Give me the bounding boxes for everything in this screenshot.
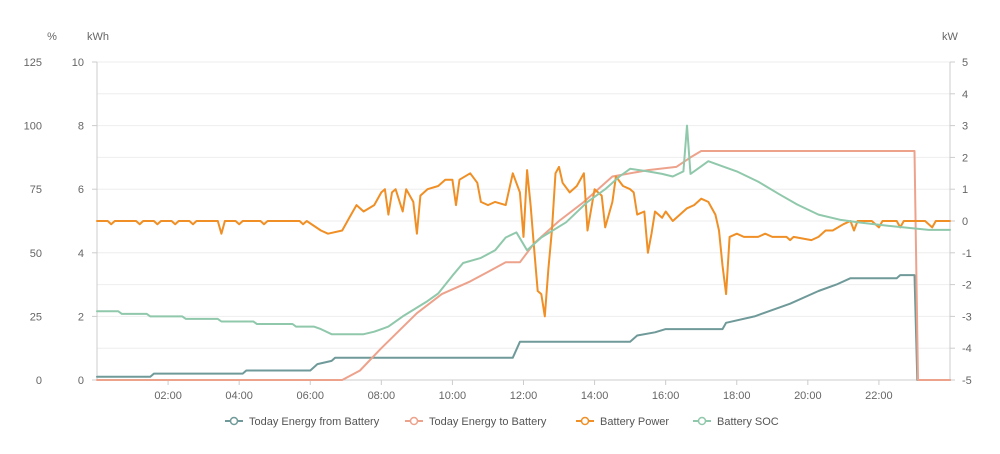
legend-swatch-marker [229,416,239,426]
y-axis-unit-soc: % [47,31,57,43]
legend-item[interactable]: Battery SOC [693,416,779,428]
y-axis-unit-energy: kWh [87,31,109,43]
legend-item[interactable]: Today Energy from Battery [225,416,380,428]
y-tick-power: -2 [962,280,972,292]
x-tick: 04:00 [225,390,253,402]
x-tick: 16:00 [652,390,680,402]
series-line-today-energy-to-battery [96,150,951,381]
y-tick-energy: 10 [72,57,84,69]
legend-label: Today Energy to Battery [429,416,547,428]
legend-item[interactable]: Today Energy to Battery [405,416,547,428]
y-axis-unit-power: kW [942,31,959,43]
y-tick-soc: 125 [24,57,42,69]
series-lines [96,124,951,381]
y-tick-power: 0 [962,216,968,228]
legend-label: Battery SOC [717,416,779,428]
y-tick-power: 2 [962,152,968,164]
x-tick: 06:00 [296,390,324,402]
y-tick-power: -3 [962,311,972,323]
x-tick: 10:00 [439,390,467,402]
series-line-battery-power [96,165,951,318]
y-tick-soc: 50 [30,248,42,260]
x-tick: 18:00 [723,390,751,402]
y-tick-energy: 6 [78,184,84,196]
y-tick-power: -1 [962,248,972,260]
y-tick-soc: 100 [24,121,42,133]
y-tick-power: 1 [962,184,968,196]
legend-label: Battery Power [600,416,669,428]
y-tick-soc: 0 [36,375,42,387]
y-tick-energy: 8 [78,121,84,133]
legend-swatch-marker [580,416,590,426]
y-tick-soc: 75 [30,184,42,196]
x-tick: 08:00 [368,390,396,402]
y-tick-energy: 2 [78,311,84,323]
y-tick-power: 5 [962,57,968,69]
y-tick-power: 3 [962,121,968,133]
y-tick-power: -5 [962,375,972,387]
y-tick-energy: 4 [78,248,84,260]
x-tick: 02:00 [154,390,182,402]
series-line-battery-soc [96,124,951,336]
legend-swatch-marker [697,416,707,426]
x-tick: 12:00 [510,390,538,402]
x-tick: 22:00 [865,390,893,402]
x-tick: 20:00 [794,390,822,402]
legend-item[interactable]: Battery Power [576,416,669,428]
y-tick-energy: 0 [78,375,84,387]
y-tick-power: -4 [962,343,972,355]
legend-label: Today Energy from Battery [249,416,380,428]
y-tick-power: 4 [962,89,968,101]
legend: Today Energy from Battery Today Energy to… [225,416,779,428]
axes: % kWh kW 02550751001250246810-5-4-3-2-10… [24,31,972,402]
legend-swatch-marker [409,416,419,426]
y-tick-soc: 25 [30,311,42,323]
series-line-today-energy-from-battery [96,274,951,381]
x-tick: 14:00 [581,390,609,402]
